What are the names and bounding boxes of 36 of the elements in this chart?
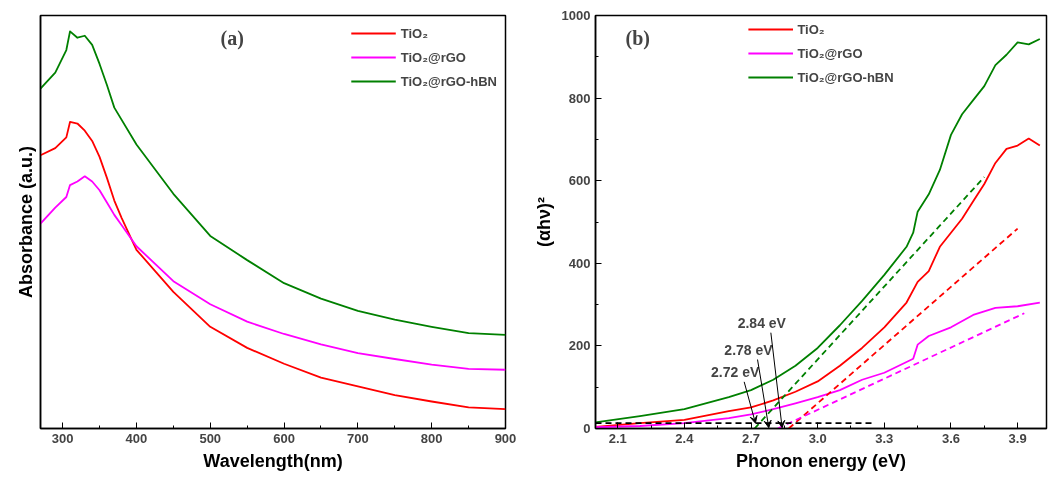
legend-label: TiO₂@rGO-hBN [400, 73, 497, 89]
legend-label: TiO₂ [797, 21, 825, 37]
x-axis-title: Wavelength(nm) [203, 450, 343, 471]
legend-label: TiO₂ [400, 25, 428, 41]
x-tick-label: 3.3 [875, 430, 894, 446]
x-axis-title: Phonon energy (eV) [735, 450, 907, 471]
x-tick-label: 2.1 [608, 430, 627, 446]
x-tick-label: 2.4 [675, 430, 695, 446]
chart-title: (a) [220, 26, 244, 50]
x-tick-label: 300 [51, 430, 74, 446]
annotation: 2.84 eV [737, 314, 787, 331]
y-tick-label: 800 [568, 90, 591, 106]
legend-label: TiO₂@rGO-hBN [797, 69, 894, 85]
annotation: 2.72 eV [711, 363, 760, 380]
y-tick-label: 400 [568, 255, 591, 271]
annotation: 2.78 eV [724, 341, 774, 358]
legend-label: TiO₂@rGO [400, 49, 466, 65]
x-tick-label: 900 [494, 430, 517, 446]
y-tick-label: 0 [583, 421, 591, 436]
x-tick-label: 2.7 [741, 430, 761, 446]
text: (b) [625, 26, 650, 50]
x-tick-label: 3.0 [808, 430, 827, 446]
x-tick-label: 800 [420, 430, 443, 446]
y-axis-title: (αhν)² [533, 196, 554, 248]
x-tick-label: 500 [199, 430, 222, 446]
legend-label: TiO₂@rGO [797, 45, 863, 61]
x-tick-label: 700 [347, 430, 369, 446]
line-series [595, 301, 1041, 429]
y-tick-label: 200 [568, 338, 591, 354]
x-tick-label: 3.6 [941, 430, 961, 446]
y-tick-label: 600 [568, 173, 591, 189]
x-tick-label: 400 [125, 430, 148, 446]
y-tick-label: 1000 [561, 8, 591, 23]
y-axis-title: Absorbance (a.u.) [15, 145, 36, 299]
x-tick-label: 600 [273, 430, 295, 446]
x-tick-label: 3.9 [1008, 430, 1027, 446]
